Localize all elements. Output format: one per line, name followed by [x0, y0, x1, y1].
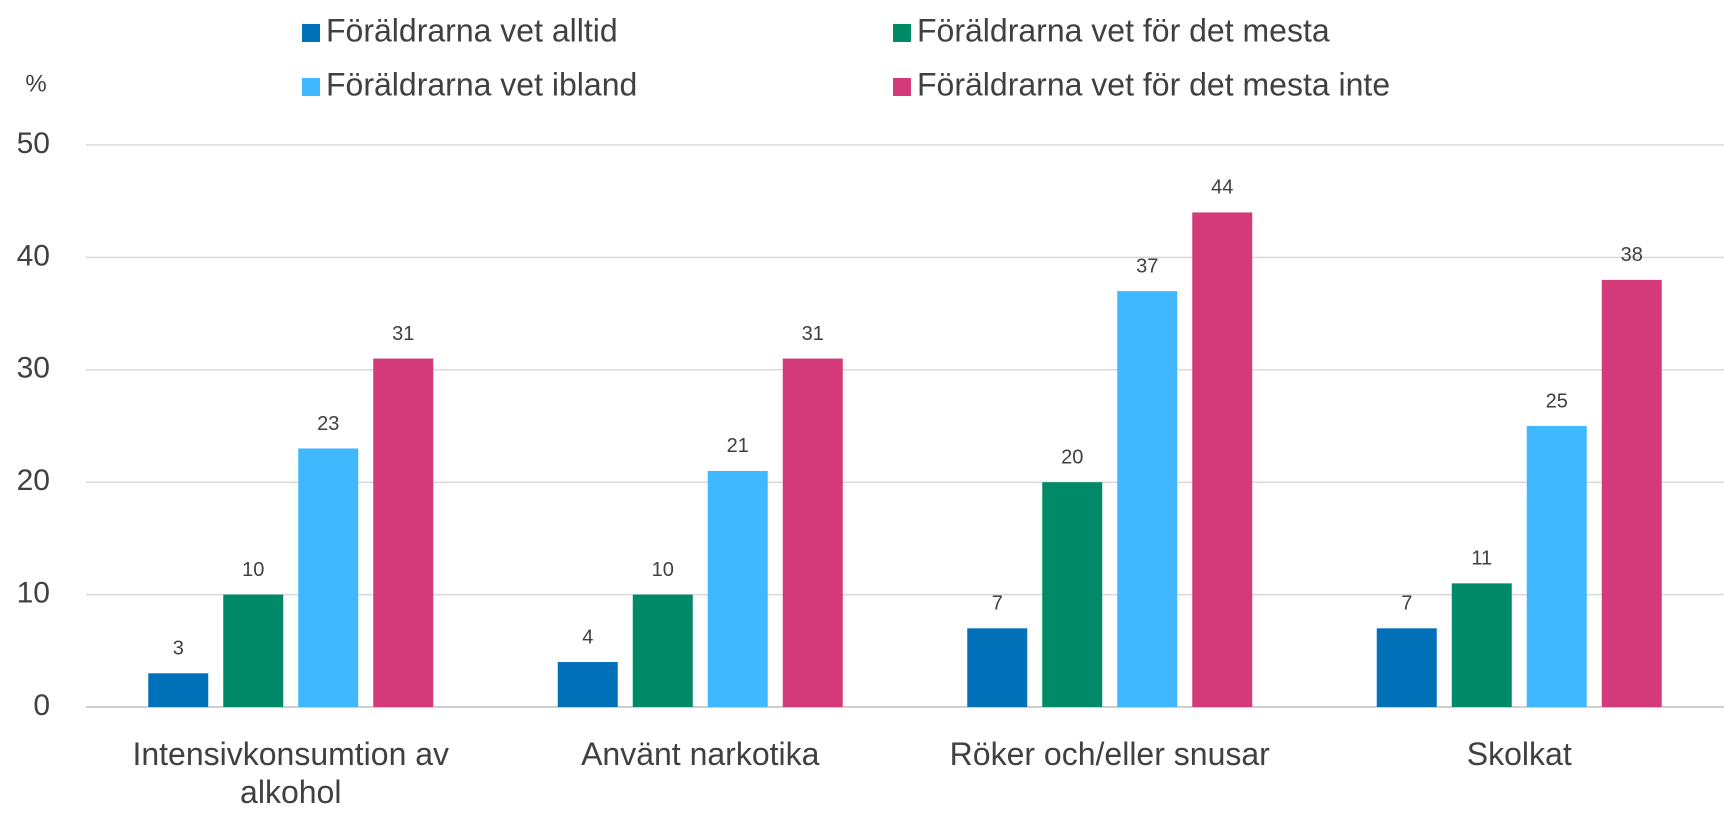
data-label: 31	[802, 323, 824, 345]
bar	[632, 594, 693, 707]
bar	[782, 358, 843, 707]
bar	[1192, 212, 1253, 707]
data-label: 7	[1401, 593, 1412, 615]
data-label: 10	[242, 559, 264, 581]
data-label: 10	[652, 559, 674, 581]
bar	[1117, 291, 1178, 707]
data-label: 23	[317, 413, 339, 435]
bar	[1601, 279, 1662, 707]
x-tick-label: Intensivkonsumtion av alkohol	[132, 736, 450, 810]
legend-swatch	[302, 78, 320, 96]
bar	[1042, 482, 1103, 707]
data-label: 11	[1471, 548, 1492, 570]
y-tick-label: 20	[17, 464, 50, 497]
legend-swatch	[893, 78, 911, 96]
legend-swatch	[893, 24, 911, 42]
y-tick-label: 0	[33, 689, 50, 722]
y-tick-label: 10	[17, 577, 50, 610]
x-tick-label: Skolkat	[1466, 736, 1572, 772]
legend-label: Föräldrarna vet alltid	[326, 12, 618, 48]
legend-label: Föräldrarna vet för det mesta inte	[917, 66, 1390, 102]
bar	[298, 448, 359, 707]
data-label: 37	[1136, 255, 1158, 277]
data-label: 7	[992, 593, 1003, 615]
y-tick-label: 40	[17, 239, 50, 272]
data-label: 21	[727, 435, 749, 457]
data-label: 20	[1061, 446, 1083, 468]
data-label: 44	[1211, 177, 1233, 199]
data-label: 4	[582, 626, 593, 648]
bar	[967, 628, 1028, 707]
legend-label: Föräldrarna vet ibland	[326, 66, 637, 102]
bar	[1526, 426, 1587, 707]
data-label: 31	[392, 323, 414, 345]
bar	[1376, 628, 1437, 707]
bar	[148, 673, 209, 707]
data-label: 38	[1621, 244, 1643, 266]
data-label: 25	[1546, 390, 1568, 412]
x-tick-label: Röker och/eller snusar	[949, 736, 1270, 772]
y-tick-label: 50	[17, 127, 50, 160]
x-tick-label: Använt narkotika	[581, 736, 820, 772]
bar	[1451, 583, 1512, 707]
legend-swatch	[302, 24, 320, 42]
y-tick-label: 30	[17, 352, 50, 385]
bar	[223, 594, 284, 707]
bar	[707, 470, 768, 707]
legend-label: Föräldrarna vet för det mesta	[917, 12, 1330, 48]
bar	[557, 662, 618, 707]
data-label: 3	[173, 638, 184, 660]
y-axis-label: %	[25, 70, 46, 97]
bar	[373, 358, 434, 707]
